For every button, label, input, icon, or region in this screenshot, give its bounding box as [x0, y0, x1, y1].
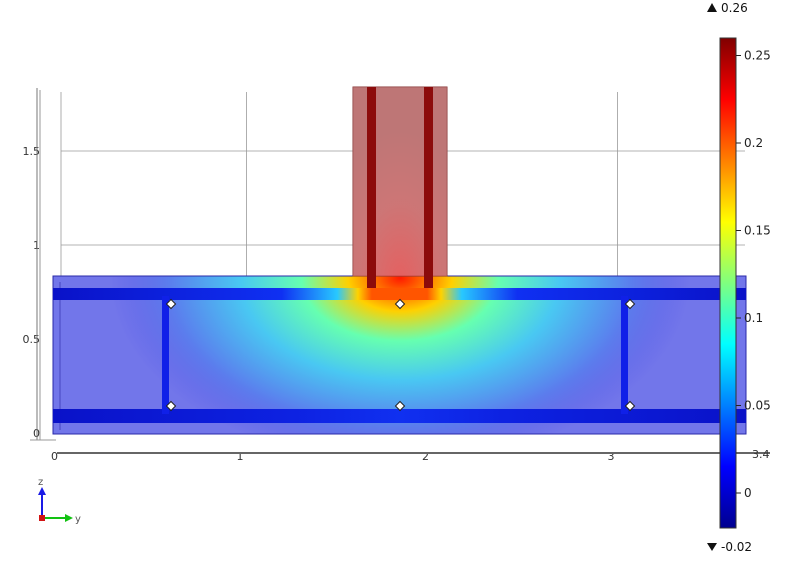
y-tick-label-3: 3 [608, 450, 615, 463]
triad-y-arrow [65, 514, 73, 522]
support-marker-3 [165, 400, 177, 412]
colorbar-tick-label-2: 0.15 [744, 224, 771, 238]
colorbar-min-triangle [707, 543, 717, 551]
bottom-beam [53, 409, 746, 423]
support-marker-4 [394, 400, 406, 412]
left-stirrup [162, 296, 169, 414]
column-rebar-left [367, 87, 376, 292]
support-marker-2 [624, 298, 636, 310]
triad-z-arrow [38, 487, 46, 495]
triad-z-label: z [38, 477, 43, 488]
y-tick-label-2: 2 [422, 450, 429, 463]
triad-x-dot [39, 515, 45, 521]
support-marker-5 [624, 400, 636, 412]
triad-y-label: y [75, 514, 81, 525]
reinforcement [53, 288, 746, 423]
colorbar-max-triangle [707, 3, 717, 12]
top-beam [53, 288, 746, 300]
support-markers [165, 298, 636, 412]
z-tick-label-3: 1.5 [23, 145, 41, 158]
y-axis-end-label: 3.4 [752, 448, 770, 461]
colorbar: 0.26 0.25 0.2 0.15 0.1 0.05 0 -0.02 [707, 1, 771, 554]
colorbar-tick-label-0: 0.25 [744, 49, 771, 63]
column [352, 86, 448, 292]
axes: 012300.511.53.4 [23, 88, 770, 463]
support-marker-1 [394, 298, 406, 310]
colorbar-tick-label-5: 0 [744, 486, 752, 500]
colorbar-min-label: -0.02 [721, 540, 752, 554]
axis-triad: z y [38, 477, 81, 525]
colorbar-tick-label-1: 0.2 [744, 136, 763, 150]
column-rebar-right [424, 87, 433, 292]
y-tick-label-0: 0 [51, 450, 58, 463]
colorbar-gradient [719, 37, 737, 529]
colorbar-ticks: 0.25 0.2 0.15 0.1 0.05 0 [736, 49, 771, 500]
colorbar-max-label: 0.26 [721, 1, 748, 15]
y-tick-label-1: 1 [237, 450, 244, 463]
colorbar-tick-label-4: 0.05 [744, 399, 771, 413]
support-marker-0 [165, 298, 177, 310]
colorbar-tick-label-3: 0.1 [744, 311, 763, 325]
right-stirrup [621, 296, 628, 414]
z-tick-label-1: 0.5 [23, 333, 41, 346]
